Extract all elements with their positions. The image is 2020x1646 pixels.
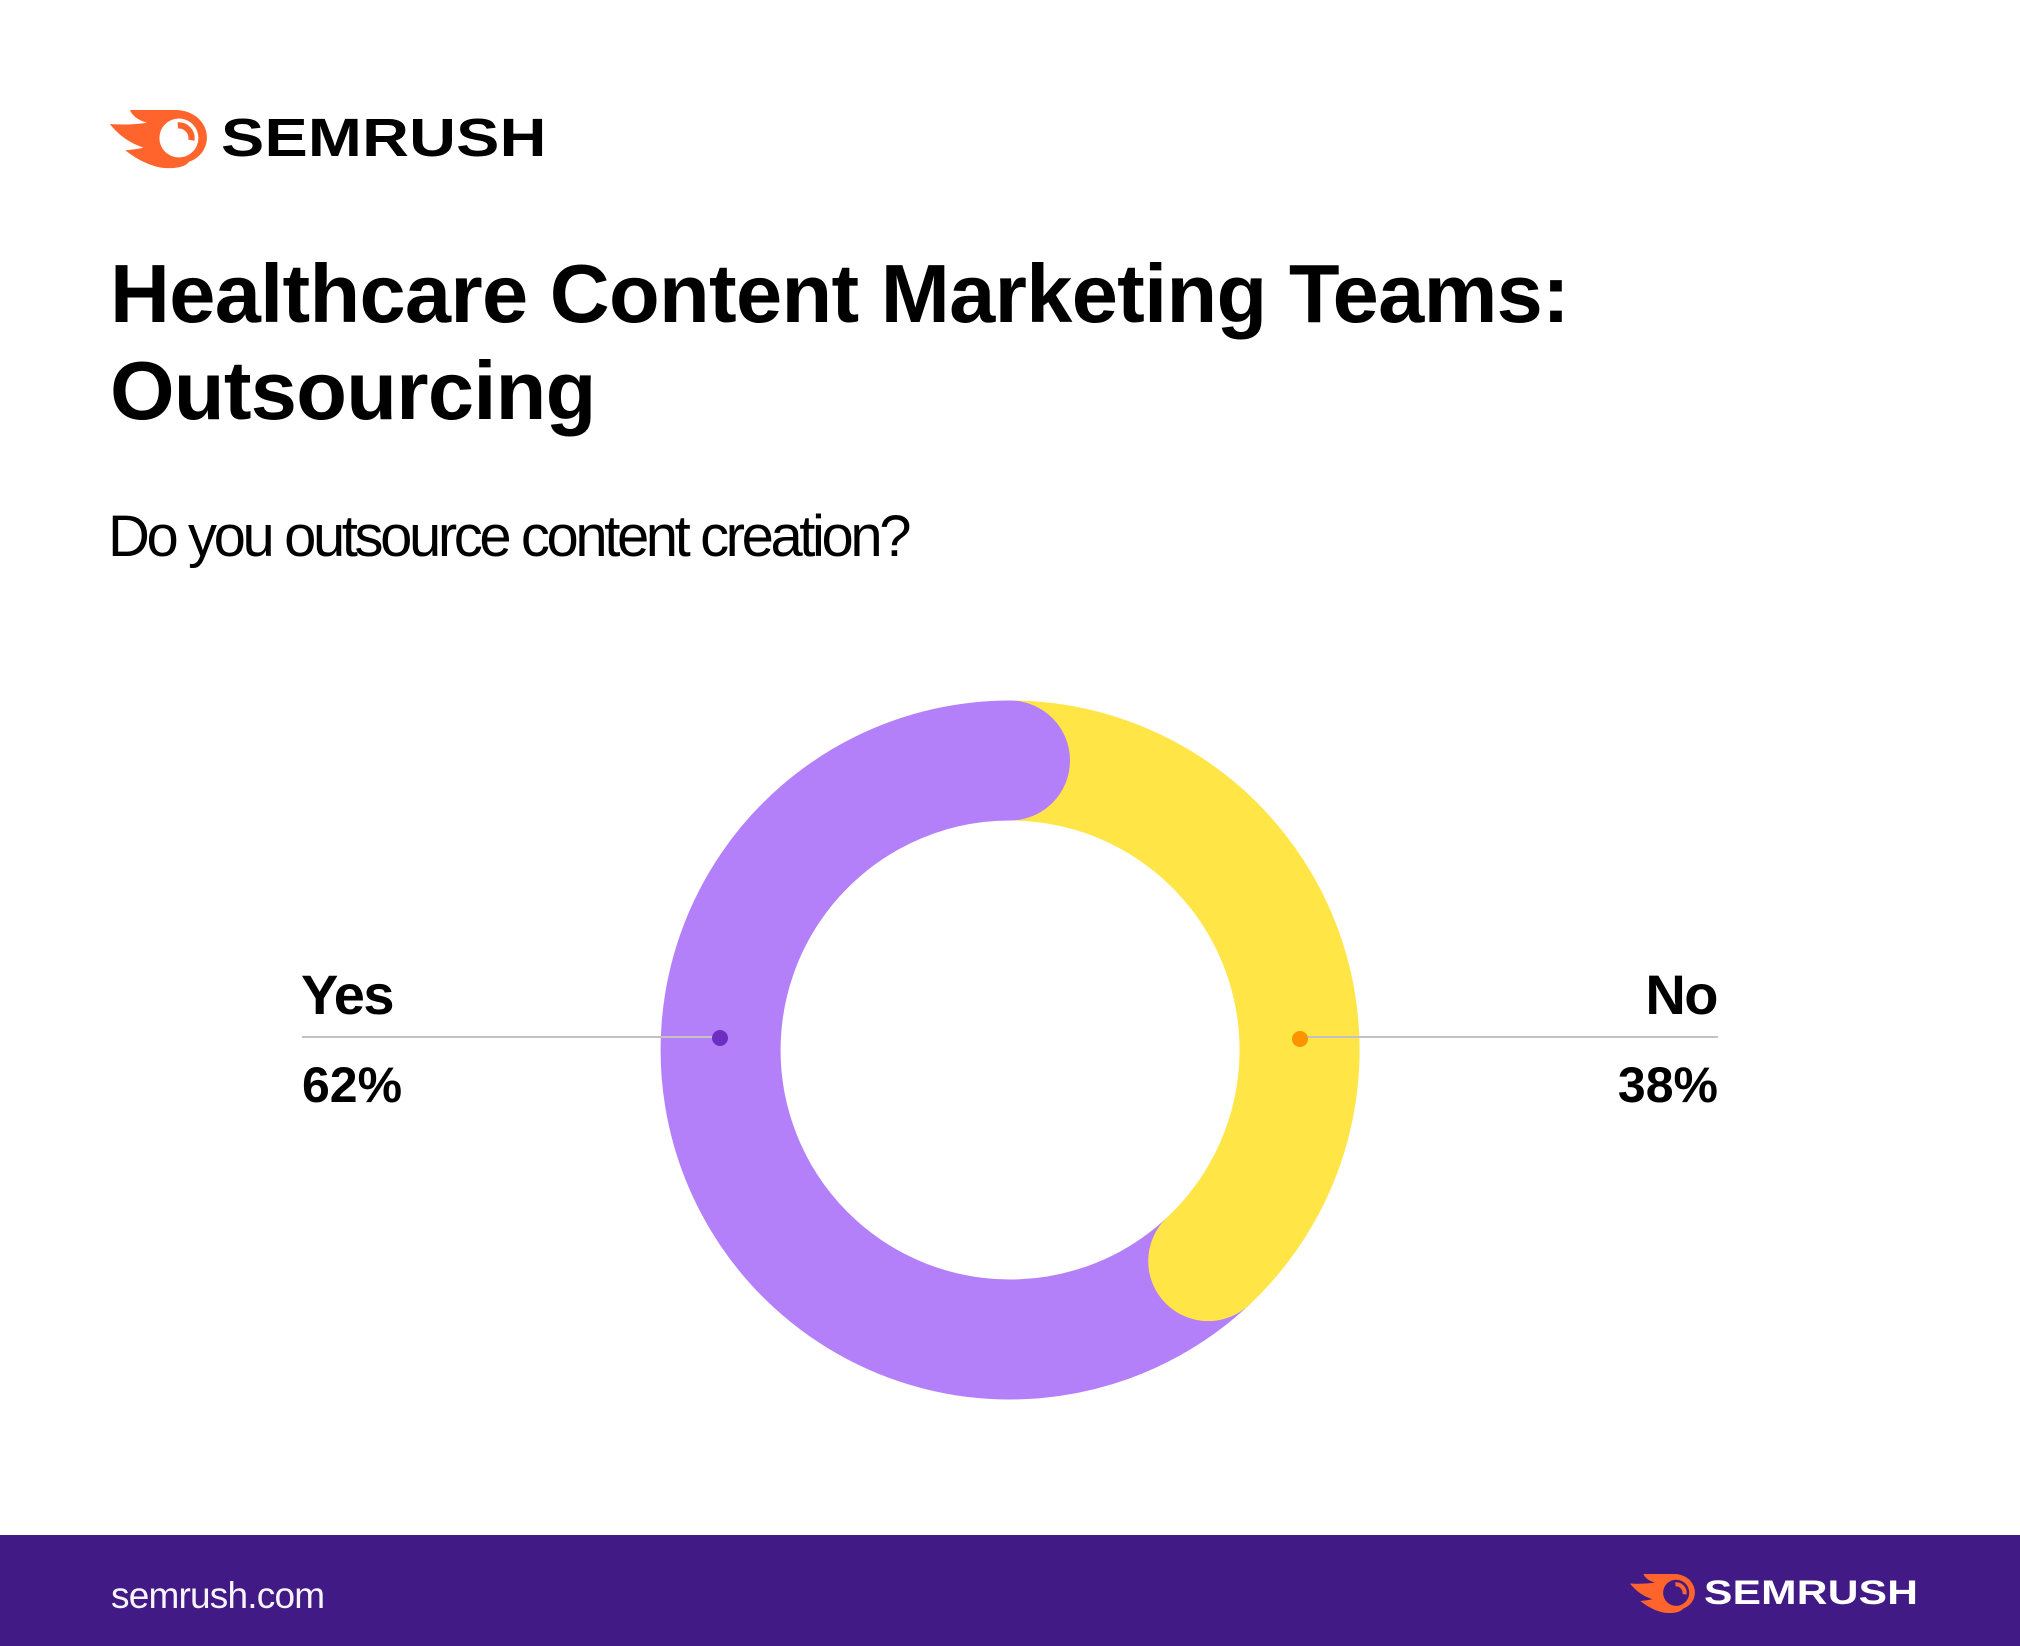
svg-text:SEMRUSH: SEMRUSH <box>221 110 547 168</box>
svg-text:SEMRUSH: SEMRUSH <box>1704 1574 1918 1612</box>
